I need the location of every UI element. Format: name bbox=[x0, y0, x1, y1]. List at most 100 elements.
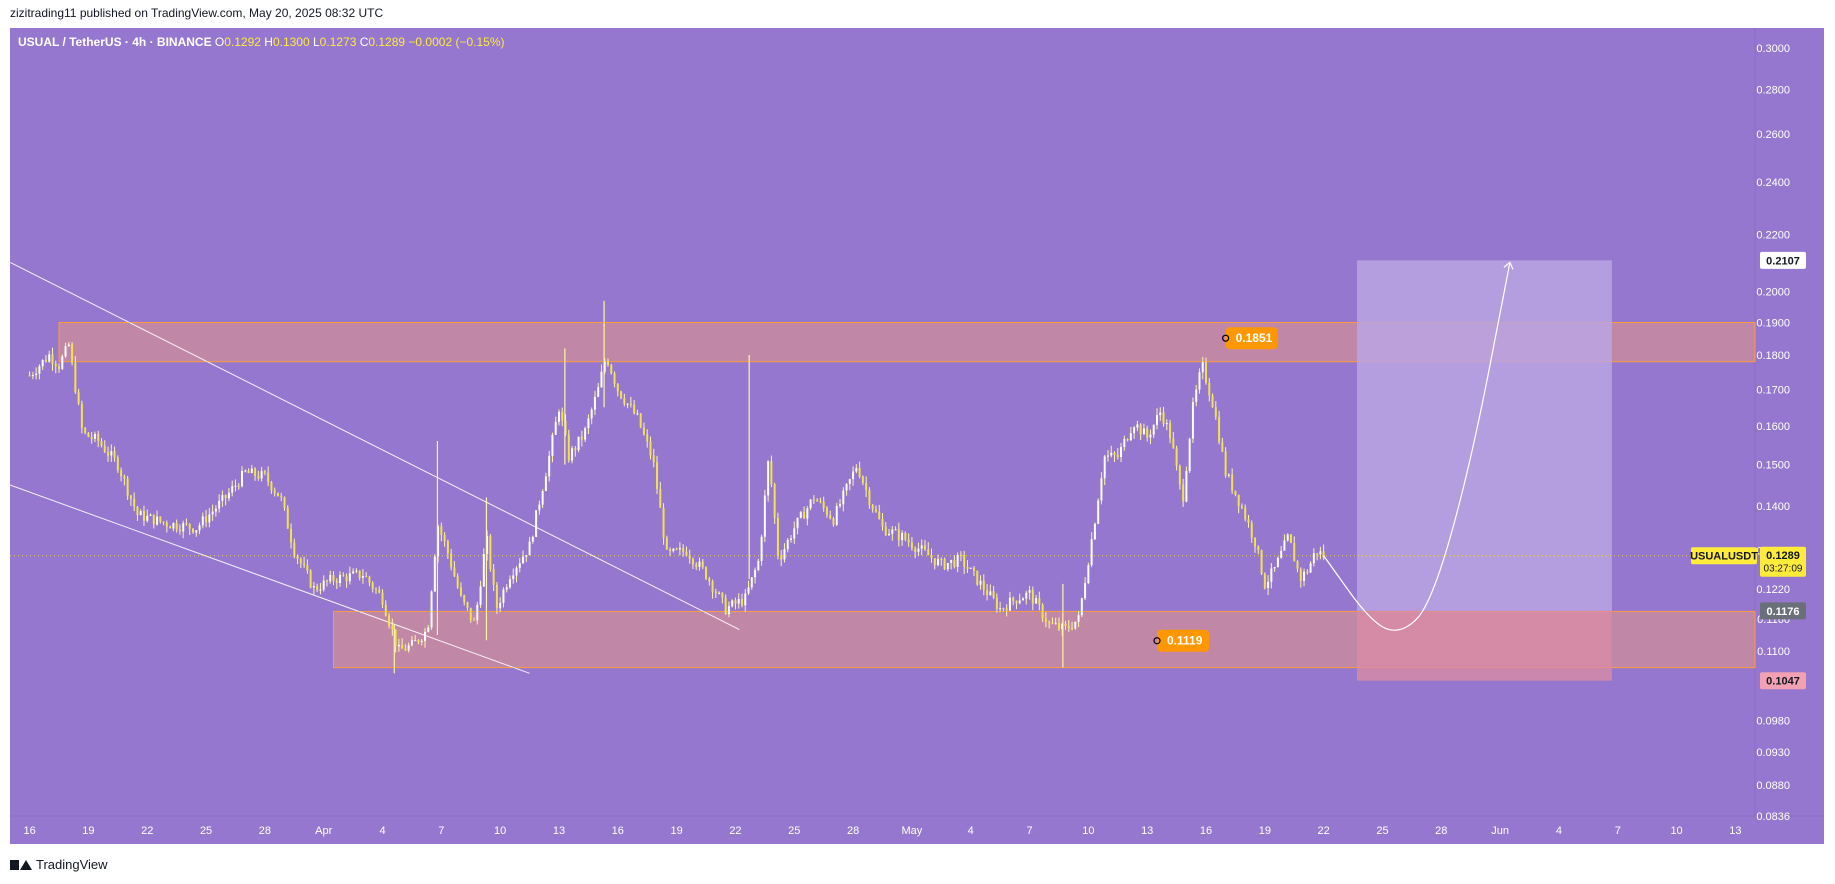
time-tick: 10 bbox=[1082, 825, 1094, 837]
candle-body bbox=[348, 573, 351, 582]
candle-body bbox=[38, 366, 41, 374]
publish-header: zizitrading11 published on TradingView.c… bbox=[10, 6, 384, 20]
candle-body bbox=[61, 356, 64, 369]
candle-body bbox=[404, 648, 407, 651]
time-tick: 25 bbox=[1376, 825, 1388, 837]
candle-body bbox=[923, 545, 926, 550]
change-value: −0.0002 (−0.15%) bbox=[405, 35, 504, 49]
symbol-tag-text: USUALUSDT bbox=[1690, 551, 1758, 563]
risk-reward-layer bbox=[1356, 260, 1612, 681]
candle-body bbox=[770, 461, 773, 485]
candle-body bbox=[793, 528, 796, 539]
candle-body bbox=[80, 403, 83, 428]
candle-body bbox=[1244, 507, 1247, 520]
footer[interactable]: TradingView bbox=[10, 857, 108, 872]
time-tick: Apr bbox=[315, 825, 332, 837]
candle-body bbox=[198, 525, 201, 531]
candle-body bbox=[1018, 600, 1021, 604]
candle-body bbox=[440, 526, 443, 535]
candle-body bbox=[1165, 423, 1168, 425]
candle-body bbox=[672, 548, 675, 552]
candle-body bbox=[263, 471, 266, 473]
candle-body bbox=[41, 359, 44, 367]
time-tick: 25 bbox=[788, 825, 800, 837]
candle-body bbox=[593, 396, 596, 410]
candle-body bbox=[1267, 581, 1270, 589]
candle-body bbox=[590, 409, 593, 419]
candle-body bbox=[1139, 424, 1142, 435]
candle-body bbox=[1270, 568, 1273, 582]
candle-body bbox=[322, 580, 325, 590]
candle-body bbox=[1012, 597, 1015, 601]
candle-body bbox=[587, 418, 590, 429]
time-tick: 4 bbox=[379, 825, 385, 837]
candle-body bbox=[718, 592, 721, 594]
candle-body bbox=[1316, 553, 1319, 555]
candle-body bbox=[1211, 395, 1214, 408]
candle-body bbox=[290, 528, 293, 543]
candle-body bbox=[1162, 412, 1165, 424]
candle-body bbox=[708, 578, 711, 582]
candle-body bbox=[1080, 598, 1083, 616]
candle-body bbox=[662, 507, 665, 538]
candle-body bbox=[518, 563, 521, 568]
candle-body bbox=[169, 526, 172, 529]
candle-body bbox=[1090, 539, 1093, 566]
candle-body bbox=[1257, 546, 1260, 550]
candle-body bbox=[675, 548, 678, 550]
candle-body bbox=[740, 598, 743, 606]
candle-body bbox=[267, 472, 270, 483]
price-chart[interactable]: 0.1851 0.1119 0.3000 0.2800 0.2600 0.2400 0.2… bbox=[10, 28, 1824, 844]
candle-body bbox=[848, 479, 851, 484]
candle-body bbox=[1002, 608, 1005, 610]
time-tick: 7 bbox=[438, 825, 444, 837]
time-tick: 22 bbox=[729, 825, 741, 837]
candle-body bbox=[133, 498, 136, 507]
candle-body bbox=[933, 558, 936, 566]
candle-body bbox=[224, 495, 227, 499]
candle-body bbox=[87, 432, 90, 437]
candle-body bbox=[1155, 415, 1158, 425]
symbol-legend: USUAL / TetherUS · 4h · BINANCE O0.1292 … bbox=[18, 35, 504, 49]
target-box bbox=[1356, 260, 1612, 611]
candle-body bbox=[103, 445, 106, 453]
candle-body bbox=[1106, 455, 1109, 457]
candle-body bbox=[1126, 439, 1129, 441]
candle-body bbox=[649, 441, 652, 456]
candle-body bbox=[976, 570, 979, 585]
candle-body bbox=[123, 476, 126, 479]
candle-body bbox=[211, 511, 214, 515]
candle-body bbox=[1188, 438, 1191, 472]
chart-area[interactable]: 0.1851 0.1119 0.3000 0.2800 0.2600 0.2400 0.2… bbox=[10, 28, 1824, 844]
candle-body bbox=[319, 589, 322, 591]
candle-body bbox=[77, 392, 80, 404]
candle-body bbox=[1182, 484, 1185, 502]
price-tag-text: 0.1289 bbox=[1766, 550, 1800, 562]
candle-body bbox=[1087, 565, 1090, 584]
candle-body bbox=[773, 484, 776, 518]
candle-body bbox=[1237, 494, 1240, 507]
price-tick: 0.1900 bbox=[1756, 318, 1790, 330]
candle-body bbox=[437, 526, 440, 557]
candle-body bbox=[607, 361, 610, 365]
candle-body bbox=[149, 514, 152, 516]
time-axis[interactable]: 16 19 22 25 28 Apr 4 7 10 13 16 19 22 25 28 May 4 7 10 13 16… bbox=[23, 825, 1741, 837]
candle-body bbox=[1198, 372, 1201, 390]
candle-body bbox=[51, 354, 54, 364]
candle-body bbox=[659, 488, 662, 508]
symbol-line: USUAL / TetherUS · 4h · BINANCE O0.1292 … bbox=[18, 35, 504, 49]
candle-body bbox=[1084, 583, 1087, 599]
candle-body bbox=[691, 558, 694, 565]
close-value: 0.1289 bbox=[368, 35, 405, 49]
candle-body bbox=[185, 523, 188, 525]
candle-body bbox=[116, 457, 119, 471]
candle-body bbox=[306, 565, 309, 571]
candle-body bbox=[757, 560, 760, 571]
candle-body bbox=[989, 591, 992, 596]
candle-body bbox=[332, 575, 335, 582]
candle-body bbox=[188, 523, 191, 529]
annotations-layer[interactable]: 0.1851 0.1119 bbox=[1153, 327, 1278, 652]
candle-body bbox=[450, 553, 453, 568]
candle-body bbox=[1250, 522, 1253, 538]
candle-body bbox=[476, 604, 479, 621]
